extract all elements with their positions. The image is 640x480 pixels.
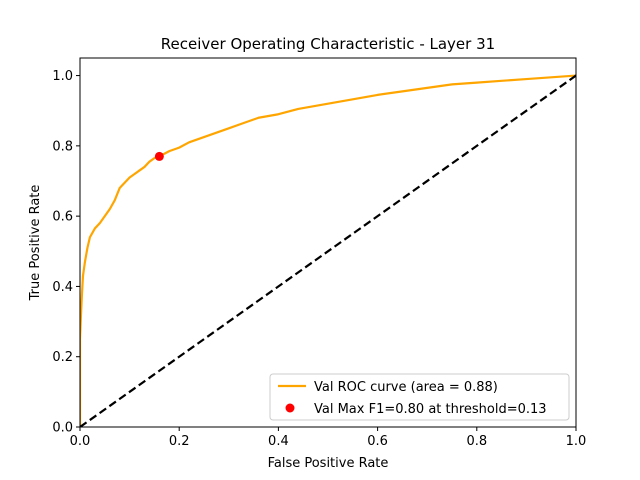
x-tick-label: 0.8 (466, 434, 487, 449)
legend-point-label: Val Max F1=0.80 at threshold=0.13 (314, 402, 547, 417)
legend-point-swatch (285, 403, 295, 413)
y-tick-label: 1.0 (52, 69, 73, 84)
max-f1-point (154, 151, 164, 161)
chart-title: Receiver Operating Characteristic - Laye… (161, 35, 495, 53)
y-tick-label: 0.6 (52, 210, 73, 225)
x-tick-label: 0.2 (169, 434, 190, 449)
roc-curve-line (80, 74, 576, 427)
diagonal-reference-line (80, 74, 576, 427)
x-tick-label: 1.0 (566, 434, 587, 449)
legend-box (269, 373, 570, 421)
x-tick-label: 0.4 (268, 434, 289, 449)
x-tick-label: 0.0 (70, 434, 91, 449)
y-tick-label: 0.0 (52, 421, 73, 436)
y-axis-label: True Positive Rate (28, 185, 43, 302)
x-axis-label: False Positive Rate (268, 456, 389, 471)
plot-area: 0.0 0.2 0.4 0.6 0.8 1.0 0.0 0.2 0.4 0.6 0.8 1.0 (52, 57, 587, 449)
y-tick-label: 0.4 (52, 280, 73, 295)
y-tick-label: 0.2 (52, 350, 73, 365)
axes-frame (79, 57, 577, 428)
y-tick-label: 0.8 (52, 139, 73, 154)
x-tick-label: 0.6 (367, 434, 388, 449)
legend: Val ROC curve (area = 0.88) Val Max F1=0.… (269, 373, 570, 421)
legend-roc-label: Val ROC curve (area = 0.88) (314, 380, 498, 395)
